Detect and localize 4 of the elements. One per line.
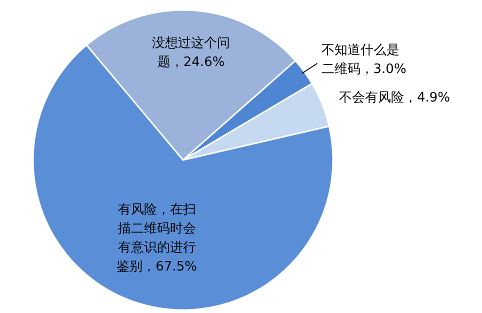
slice-label: 没想过这个问题，24.6% [152, 35, 230, 70]
slice-label: 不会有风险，4.9% [338, 90, 450, 106]
slice-label: 不知道什么是二维码，3.0% [321, 42, 406, 76]
slice-label: 有风险，在扫描二维码时会有意识的进行鉴别，67.5% [116, 202, 197, 274]
